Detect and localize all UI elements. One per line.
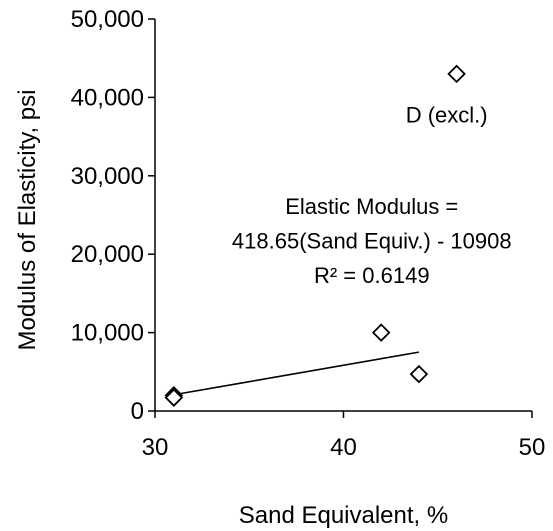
y-axis-ticks: 0 10,000 20,000 30,000 40,000 50,000 — [71, 6, 155, 425]
data-point — [447, 64, 466, 84]
trendline-equation-line2: 418.65(Sand Equiv.) - 10908 — [232, 229, 512, 254]
data-point — [371, 323, 391, 342]
y-tick-label: 0 — [131, 398, 144, 425]
x-tick-label: 30 — [142, 434, 169, 461]
r-squared-label: R² = 0.6149 — [314, 263, 430, 288]
y-tick-label: 20,000 — [71, 241, 144, 268]
trendline-group — [173, 351, 420, 396]
y-tick-label: 10,000 — [71, 320, 144, 347]
x-tick-label: 40 — [330, 434, 357, 461]
y-tick-label: 50,000 — [71, 6, 144, 33]
y-tick-label: 40,000 — [71, 84, 144, 111]
x-axis-title: Sand Equivalent, % — [239, 502, 448, 529]
trendline-equation-line1: Elastic Modulus = — [285, 194, 458, 219]
data-points — [164, 64, 466, 407]
data-point — [409, 364, 429, 384]
x-axis-ticks: 30 40 50 — [142, 411, 546, 461]
y-axis-title: Modulus of Elasticity, psi — [14, 90, 41, 351]
excluded-point-label: D (excl.) — [406, 102, 488, 127]
trendline — [173, 351, 420, 396]
y-tick-label: 30,000 — [71, 163, 144, 190]
x-tick-label: 50 — [519, 434, 546, 461]
data-point — [164, 388, 184, 407]
